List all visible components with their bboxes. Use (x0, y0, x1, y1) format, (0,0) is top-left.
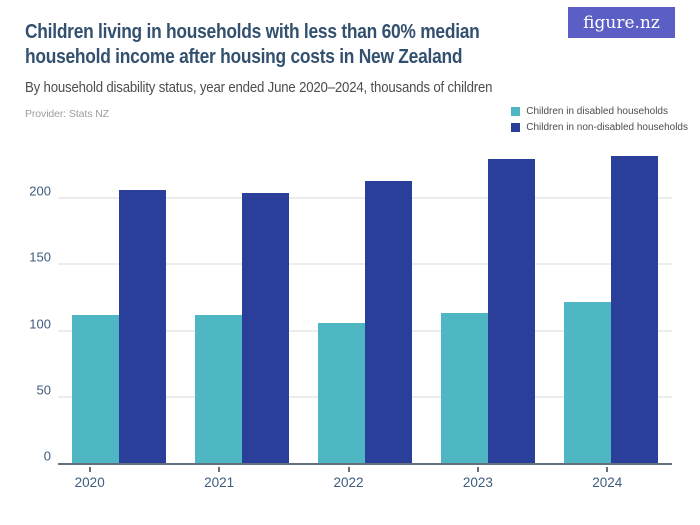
figure-nz-logo[interactable]: figure.nz (568, 7, 675, 38)
chart-title-line1: Children living in households with less … (25, 21, 480, 43)
bar-group-2024 (549, 150, 672, 463)
chart-subtitle: By household disability status, year end… (25, 79, 493, 96)
x-tick-2024 (606, 467, 609, 472)
bar-group-2023 (426, 150, 549, 463)
chart-title-line2: household income after housing costs in … (25, 46, 463, 68)
legend-label: Children in disabled households (526, 106, 668, 117)
bar-2022-non-disabled[interactable] (364, 181, 412, 463)
legend-label: Children in non-disabled households (526, 122, 688, 133)
y-tick-label-200: 200 (29, 183, 51, 199)
bar-2024-non-disabled[interactable] (610, 155, 658, 463)
x-tick-2023 (476, 467, 479, 472)
bar-2020-non-disabled[interactable] (119, 190, 167, 463)
chart-title: Children living in households with less … (25, 20, 591, 70)
x-tick-2022 (347, 467, 350, 472)
x-tick-label-2023: 2023 (462, 475, 493, 490)
bar-2023-non-disabled[interactable] (487, 158, 535, 463)
legend-item-non-disabled-households: Children in non-disabled households (511, 122, 688, 133)
bar-group-2021 (181, 150, 304, 463)
x-axis: 2020 2021 2022 2023 2024 (25, 467, 672, 497)
plot-area: 0 50 100 150 200 (29, 150, 672, 465)
bar-chart: 0 50 100 150 200 2020 2021 2022 2023 2024 (25, 150, 672, 490)
provider-label: Provider: Stats NZ (25, 108, 109, 120)
bar-2020-disabled[interactable] (72, 314, 120, 463)
bar-groups (58, 150, 672, 463)
bar-2021-disabled[interactable] (195, 314, 243, 463)
bar-2024-disabled[interactable] (563, 301, 611, 463)
x-tick-label-2022: 2022 (333, 475, 364, 490)
bar-2021-non-disabled[interactable] (242, 193, 290, 463)
legend-swatch-navy-icon (511, 123, 521, 132)
x-tick-2021 (218, 467, 221, 472)
x-tick-label-2024: 2024 (592, 475, 623, 490)
legend-item-disabled-households: Children in disabled households (511, 106, 668, 117)
y-tick-label-100: 100 (29, 316, 51, 332)
x-tick-2020 (88, 467, 91, 472)
y-tick-label-0: 0 (43, 448, 51, 464)
y-tick-label-150: 150 (29, 249, 51, 265)
bar-2023-disabled[interactable] (440, 313, 488, 463)
figure-nz-logo-text: figure.nz (583, 12, 660, 33)
chart-legend: Children in disabled households Children… (511, 106, 688, 133)
x-tick-label-2021: 2021 (204, 475, 235, 490)
y-tick-label-50: 50 (36, 382, 51, 398)
bar-2022-disabled[interactable] (317, 322, 365, 463)
x-tick-label-2020: 2020 (74, 475, 105, 490)
chart-header: Children living in households with less … (25, 20, 675, 120)
bar-group-2020 (58, 150, 181, 463)
bar-group-2022 (304, 150, 427, 463)
legend-swatch-teal-icon (511, 107, 521, 116)
